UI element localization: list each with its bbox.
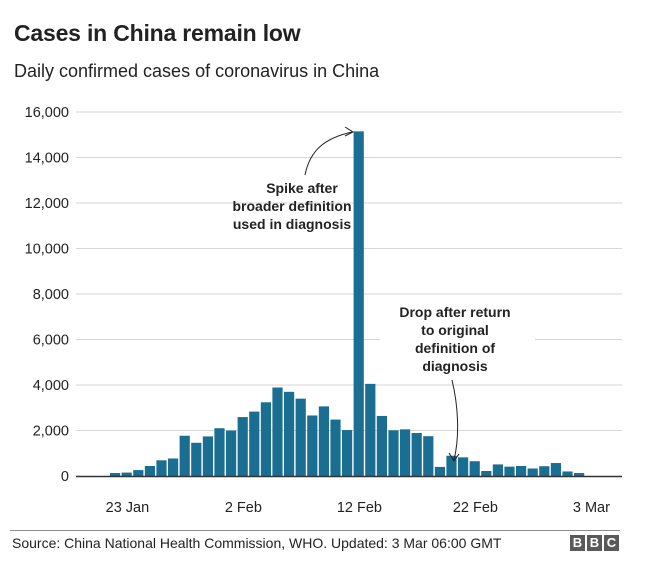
bar-24-feb	[492, 464, 503, 476]
bar-8-feb	[307, 415, 318, 476]
bar-19-feb	[434, 466, 445, 476]
y-tick-label: 14,000	[25, 151, 69, 167]
annotation-drop-line-1: Drop after return	[399, 304, 510, 320]
x-tick-label: 23 Jan	[106, 500, 150, 516]
annotation-arrow	[451, 379, 459, 461]
gridlines	[76, 111, 622, 431]
bar-25-feb	[504, 466, 515, 476]
bar-16-feb	[400, 429, 411, 476]
bar-chart: 0 2,000 4,000 6,000 8,000 10,000 12,000 14,000 1…	[25, 105, 622, 516]
bbc-logo-letter: C	[604, 535, 619, 551]
bar-9-feb	[318, 406, 329, 476]
footer-divider	[10, 530, 620, 531]
y-tick-label: 8,000	[33, 287, 69, 303]
y-tick-label: 4,000	[33, 378, 69, 394]
annotation-spike: Spike after broader definition used in d…	[233, 126, 355, 232]
y-tick-label: 16,000	[25, 105, 69, 121]
bar-25-jan	[144, 465, 155, 476]
x-tick-label: 2 Feb	[225, 500, 262, 516]
bbc-logo: B B C	[570, 535, 619, 551]
bar-26-jan	[156, 460, 167, 476]
bar-22-feb	[469, 461, 480, 476]
bar-5-feb	[272, 387, 283, 476]
bar-2-feb	[237, 417, 248, 476]
chart-title: Cases in China remain low	[14, 20, 301, 46]
annotation-drop-line-4: diagnosis	[422, 358, 488, 374]
bar-4-feb	[260, 402, 271, 476]
annotation-background	[380, 300, 535, 378]
source-note: Source: China National Health Commission…	[12, 535, 502, 551]
bar-21-feb	[458, 457, 469, 476]
arrowhead-icon	[344, 126, 355, 137]
bar-28-jan	[179, 435, 190, 476]
bbc-logo-letter: B	[570, 535, 585, 551]
bar-30-jan	[202, 436, 213, 476]
bar-22-jan	[110, 473, 121, 476]
annotation-spike-line-1: Spike after	[266, 180, 338, 196]
y-tick-label: 10,000	[25, 242, 69, 258]
bars	[110, 131, 585, 476]
bar-29-feb	[550, 463, 561, 476]
y-tick-label: 12,000	[25, 196, 69, 212]
x-tick-label: 22 Feb	[453, 500, 498, 516]
bar-24-jan	[133, 470, 144, 476]
bbc-logo-letter: B	[587, 535, 602, 551]
y-axis-ticks: 0 2,000 4,000 6,000 8,000 10,000 12,000 14,000 1…	[25, 105, 69, 485]
bar-23-jan	[121, 472, 132, 476]
annotation-spike-line-3: used in diagnosis	[233, 216, 351, 232]
arrowhead-icon	[448, 452, 460, 462]
bar-10-feb	[330, 419, 341, 476]
bar-18-feb	[423, 436, 434, 476]
y-tick-label: 0	[61, 469, 69, 485]
bar-2-mar	[574, 473, 585, 476]
bar-3-feb	[249, 411, 260, 476]
annotation-drop-line-2: to original	[421, 322, 489, 338]
x-tick-label: 3 Mar	[573, 500, 610, 516]
bar-28-feb	[539, 466, 550, 476]
bar-6-feb	[284, 391, 295, 476]
x-tick-label: 12 Feb	[337, 500, 382, 516]
bar-13-feb	[365, 383, 376, 476]
bar-17-feb	[411, 433, 422, 476]
bar-1-mar	[562, 471, 573, 476]
bar-15-feb	[388, 430, 399, 476]
annotation-spike-line-2: broader definition	[233, 198, 352, 214]
bar-11-feb	[342, 430, 353, 476]
bar-12-feb	[353, 131, 364, 476]
y-tick-label: 6,000	[33, 333, 69, 349]
annotation-arrow	[304, 131, 353, 176]
x-axis-ticks: 23 Jan 2 Feb 12 Feb 22 Feb 3 Mar	[106, 500, 610, 516]
bar-23-feb	[481, 470, 492, 476]
bar-29-jan	[191, 442, 202, 476]
annotation-drop: Drop after return to original definition…	[380, 300, 535, 462]
bar-7-feb	[295, 398, 306, 476]
chart-subtitle: Daily confirmed cases of coronavirus in …	[14, 61, 380, 81]
annotation-drop-line-3: definition of	[415, 340, 495, 356]
y-tick-label: 2,000	[33, 424, 69, 440]
bar-26-feb	[516, 465, 527, 476]
bar-20-feb	[446, 455, 457, 476]
bar-27-jan	[168, 458, 179, 476]
bar-31-jan	[214, 428, 225, 476]
bar-14-feb	[376, 415, 387, 476]
bar-27-feb	[527, 468, 538, 476]
bar-1-feb	[226, 430, 237, 476]
